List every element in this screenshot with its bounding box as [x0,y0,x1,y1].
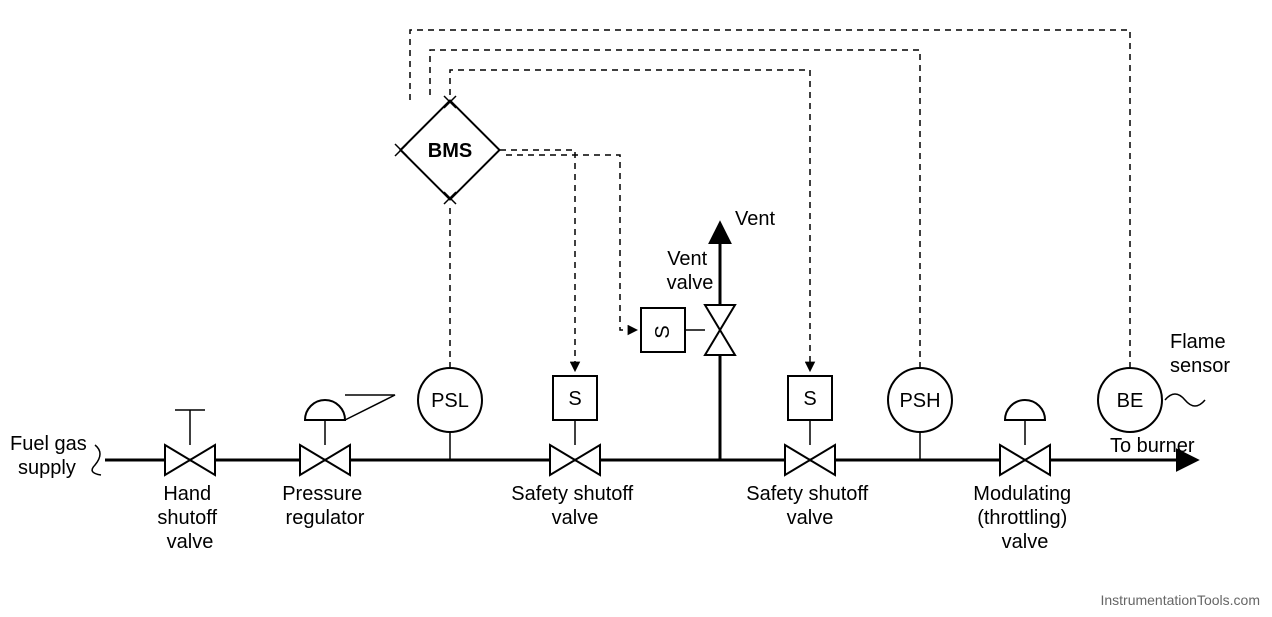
modulating-valve [1000,400,1050,475]
safety-shutoff-valve-2: S [785,376,835,475]
vent-valve-label: Vent valve [667,248,714,294]
ssv2-label: Safety shutoff valve [746,483,874,529]
flame-sensor-label: Flame sensor [1170,331,1231,377]
vent-label: Vent [735,208,775,230]
pressure-regulator [300,395,395,475]
ssv1-label: Safety shutoff valve [511,483,639,529]
flame-sensor: BE [1098,368,1205,432]
bms-controller: BMS [395,96,499,204]
modulating-label: Modulating (throttling) valve [973,483,1076,553]
svg-text:BE: BE [1117,390,1144,412]
safety-shutoff-valve-1: S [550,376,600,475]
hand-shutoff-label: Hand shutoff valve [157,483,222,553]
psl-instrument: PSL [418,368,482,460]
signal-lines [410,30,1130,370]
hand-shutoff-valve [165,410,215,475]
watermark: InstrumentationTools.com [1100,592,1260,608]
svg-text:S: S [652,325,674,338]
svg-text:PSL: PSL [431,390,469,412]
svg-text:PSH: PSH [899,390,940,412]
pressure-regulator-label: Pressure regulator [282,483,368,529]
fuel-gas-supply-label: Fuel gas supply [10,433,92,479]
svg-text:S: S [803,388,816,410]
svg-text:BMS: BMS [428,140,472,162]
to-burner-label: To burner [1110,435,1195,457]
svg-text:S: S [568,388,581,410]
psh-instrument: PSH [888,368,952,460]
